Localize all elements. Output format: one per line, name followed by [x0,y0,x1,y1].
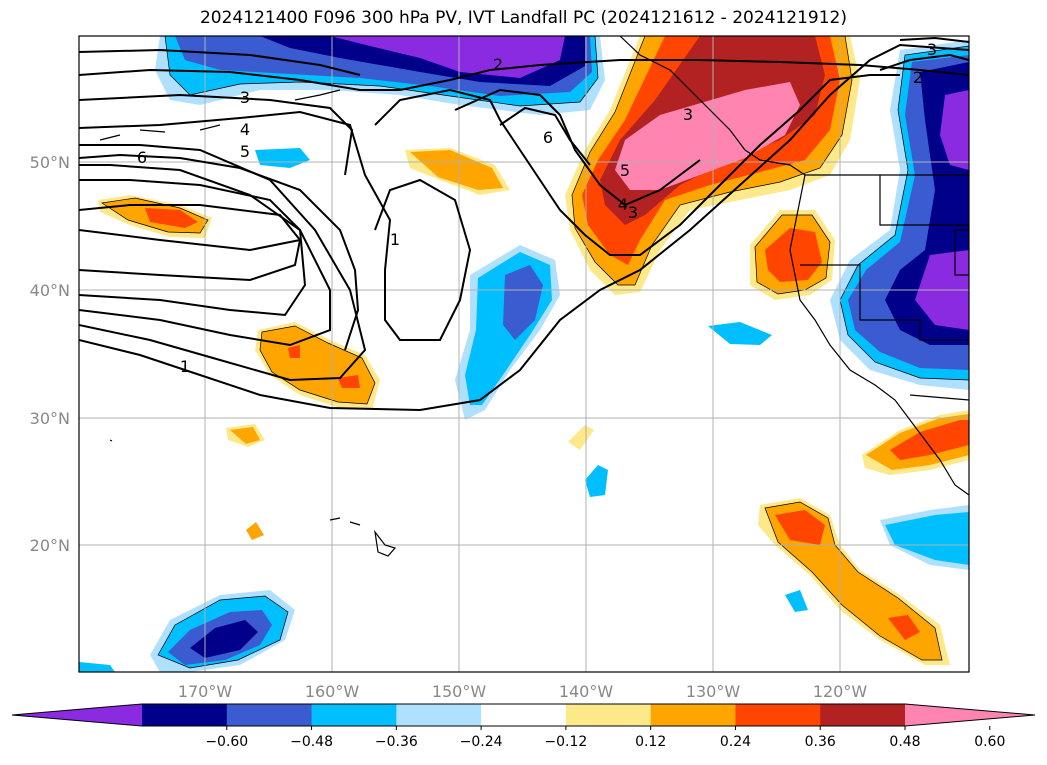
contour-label: 3 [683,105,693,124]
lon-label: 150°W [432,682,487,701]
contour-label: 3 [927,40,937,59]
colorbar-bin [481,704,567,726]
contour-label: 2 [913,68,923,87]
lon-label: 130°W [686,682,741,701]
contour-label: 5 [620,161,630,180]
colorbar-tick-label: −0.36 [375,734,418,750]
graticule [79,36,969,672]
contour-labels: 1 1 2 2 3 3 3 4 4 5 5 6 6 3 [137,40,937,376]
contour-label: 1 [390,230,400,249]
colorbar-tick-label: 0.12 [635,734,666,750]
contour-label: 1 [180,357,190,376]
lat-label: 50°N [30,153,70,172]
colorbar-bin [820,704,906,726]
map-frame [78,35,970,673]
colorbar-bin [396,704,482,726]
contour-label: 4 [618,195,628,214]
colorbar-bin [311,704,397,726]
contour-label: 6 [137,148,147,167]
lat-label: 30°N [30,409,70,428]
lon-label: 120°W [813,682,868,701]
colorbar-bin [142,704,228,726]
contour-label: 5 [240,142,250,161]
map-panel: 1 1 2 2 3 3 3 4 4 5 5 6 6 3 [79,36,969,672]
coastlines [99,36,969,557]
lat-label: 20°N [30,536,70,555]
contour-label: 3 [628,203,638,222]
colorbar-tick-label: −0.24 [460,734,503,750]
colorbar-bin [650,704,736,726]
colorbar-extend-low [12,704,142,726]
colorbar-outline [11,703,1036,727]
lon-label: 140°W [559,682,614,701]
map-title: 2024121400 F096 300 hPa PV, IVT Landfall… [199,8,847,28]
colorbar-tick-label: 0.24 [720,734,751,750]
lon-label: 160°W [305,682,360,701]
colorbar-tick-label: 0.60 [974,734,1005,750]
contour-label: 4 [240,120,250,139]
colorbar-tick-label: −0.12 [544,734,587,750]
colorbar-bin [565,704,652,726]
colorbar-extend-high [905,704,1035,726]
lat-label: 40°N [30,281,70,300]
colorbar-tick-label: 0.36 [805,734,836,750]
contour-label: 3 [240,88,250,107]
contour-label: 2 [493,55,503,74]
colorbar-tick-label: 0.48 [889,734,920,750]
colorbar-bin [735,704,821,726]
colorbar-tick-label: −0.60 [205,734,248,750]
latitude-labels: 20°N 30°N 40°N 50°N [30,153,70,555]
contour-label: 6 [543,128,553,147]
colorbar-tick-label: −0.48 [290,734,333,750]
longitude-labels: 170°W 160°W 150°W 140°W 130°W 120°W [178,682,868,701]
pv-contours [79,36,969,412]
colorbar: −0.60 −0.48 −0.36 −0.24 −0.12 0.12 0.24 0.36 0.4… [11,703,1036,750]
colorbar-bin [226,704,313,726]
lon-label: 170°W [178,682,233,701]
